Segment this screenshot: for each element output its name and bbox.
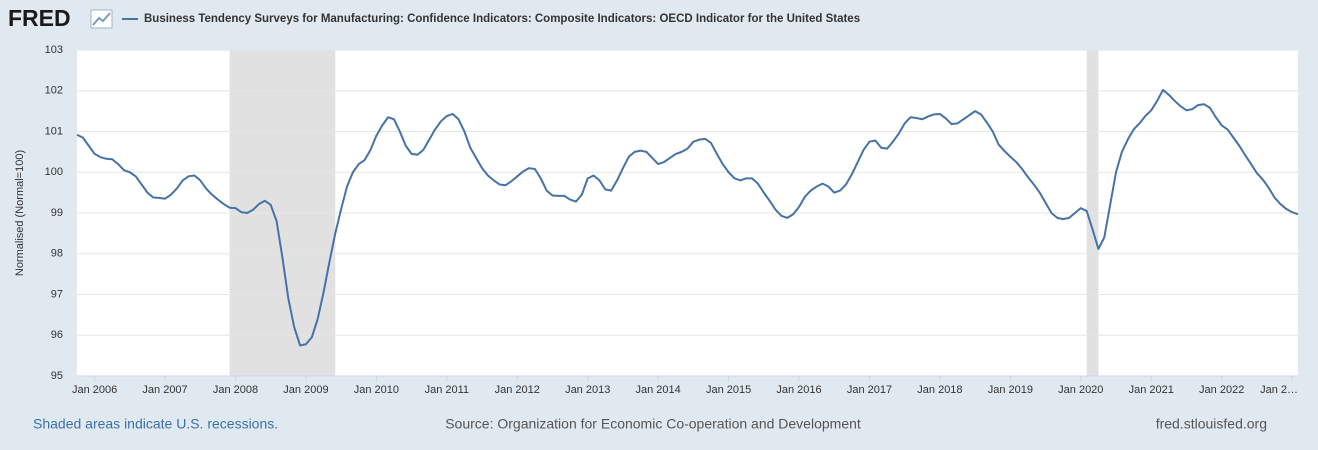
y-axis-label: Normalised (Normal=100) bbox=[14, 150, 26, 276]
y-tick-label: 101 bbox=[45, 125, 63, 137]
x-tick-label: Jan 2007 bbox=[142, 384, 187, 396]
y-tick-label: 96 bbox=[51, 329, 63, 341]
y-tick-label: 98 bbox=[51, 248, 63, 260]
y-tick-label: 100 bbox=[45, 166, 63, 178]
x-tick-label: Jan 2… bbox=[1260, 384, 1298, 396]
x-tick-label: Jan 2016 bbox=[776, 384, 821, 396]
x-tick-label: Jan 2020 bbox=[1058, 384, 1103, 396]
x-tick-label: Jan 2009 bbox=[283, 384, 328, 396]
x-tick-label: Jan 2008 bbox=[213, 384, 258, 396]
y-tick-label: 103 bbox=[45, 44, 63, 56]
x-tick-label: Jan 2021 bbox=[1129, 384, 1174, 396]
legend-label: Business Tendency Surveys for Manufactur… bbox=[144, 13, 860, 25]
series-line bbox=[76, 88, 1299, 347]
footer-source: Source: Organization for Economic Co-ope… bbox=[445, 416, 861, 432]
footer-note[interactable]: Shaded areas indicate U.S. recessions. bbox=[33, 416, 278, 432]
x-tick-label: Jan 2006 bbox=[72, 384, 117, 396]
x-tick-label: Jan 2022 bbox=[1199, 384, 1244, 396]
x-tick-label: Jan 2011 bbox=[425, 384, 469, 396]
x-tick-label: Jan 2018 bbox=[917, 384, 962, 396]
x-tick-label: Jan 2019 bbox=[988, 384, 1033, 396]
y-tick-label: 99 bbox=[51, 207, 63, 219]
y-tick-label: 95 bbox=[51, 370, 63, 382]
plot: 95 96 97 98 99 100 101 102 103 Jan 2006 Jan 2007 Ja… bbox=[45, 44, 1299, 396]
logo[interactable]: FRED bbox=[8, 5, 71, 31]
logo-icon bbox=[90, 9, 113, 29]
x-tick-label: Jan 2014 bbox=[636, 384, 681, 396]
x-tick-label: Jan 2010 bbox=[354, 384, 399, 396]
x-tick-label: Jan 2015 bbox=[706, 384, 751, 396]
y-tick-label: 97 bbox=[51, 288, 63, 300]
footer-site[interactable]: fred.stlouisfed.org bbox=[1156, 416, 1267, 432]
y-tick-label: 102 bbox=[45, 85, 63, 97]
x-tick-label: Jan 2013 bbox=[565, 384, 610, 396]
x-tick-label: Jan 2012 bbox=[495, 384, 540, 396]
x-tick-label: Jan 2017 bbox=[847, 384, 892, 396]
